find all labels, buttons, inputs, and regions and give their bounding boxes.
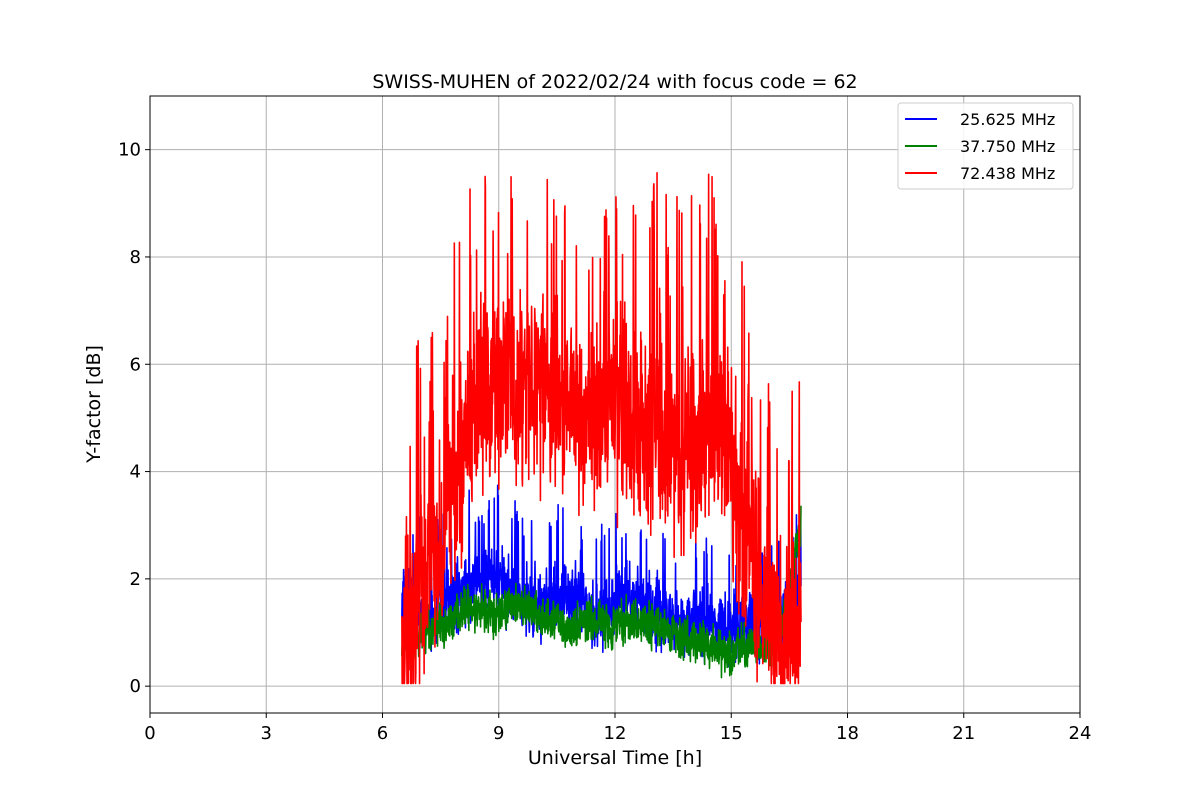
series-line-3 xyxy=(401,171,802,685)
legend-label-2: 37.750 MHz xyxy=(960,137,1055,156)
legend-label-1: 25.625 MHz xyxy=(960,110,1055,129)
y-tick-label: 0 xyxy=(130,676,141,697)
series-line-2 xyxy=(401,505,802,679)
y-tick-label: 2 xyxy=(130,569,141,590)
x-ticks: 0 3 6 9 12 15 18 21 24 xyxy=(144,713,1091,744)
x-tick-label: 18 xyxy=(836,723,859,744)
legend-label-3: 72.438 MHz xyxy=(960,164,1055,183)
y-axis-label: Y-factor [dB] xyxy=(83,345,105,464)
y-tick-label: 6 xyxy=(130,354,141,375)
y-ticks: 0 2 4 6 8 10 xyxy=(118,140,150,697)
x-tick-label: 0 xyxy=(144,723,155,744)
series-layer xyxy=(401,171,802,685)
legend: 25.625 MHz 37.750 MHz 72.438 MHz xyxy=(897,102,1074,190)
legend-box xyxy=(897,102,1074,190)
x-axis-label: Universal Time [h] xyxy=(528,747,702,769)
x-tick-label: 21 xyxy=(952,723,975,744)
x-tick-label: 12 xyxy=(604,723,627,744)
y-tick-label: 8 xyxy=(130,247,141,268)
x-tick-label: 6 xyxy=(377,723,388,744)
x-tick-label: 24 xyxy=(1069,723,1092,744)
chart-title: SWISS-MUHEN of 2022/02/24 with focus cod… xyxy=(372,71,857,93)
x-tick-label: 3 xyxy=(261,723,272,744)
y-tick-label: 4 xyxy=(130,462,141,483)
y-tick-label: 10 xyxy=(118,140,141,161)
x-tick-label: 9 xyxy=(493,723,504,744)
x-tick-label: 15 xyxy=(720,723,743,744)
